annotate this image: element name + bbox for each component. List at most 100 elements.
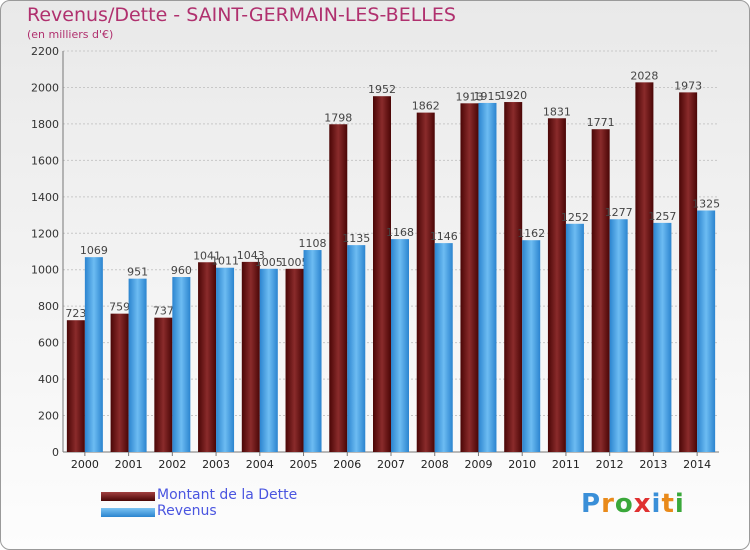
logo-letter: P	[581, 489, 602, 519]
bar-dette	[110, 313, 129, 452]
bar-revenus	[259, 268, 278, 452]
x-tick-label: 2002	[158, 458, 186, 471]
data-label-revenus: 1252	[561, 211, 589, 224]
bar-dette	[66, 320, 85, 452]
bar-revenus	[84, 257, 103, 452]
legend-swatch-revenus	[101, 508, 155, 517]
bar-revenus	[565, 223, 584, 452]
x-tick-label: 2005	[290, 458, 318, 471]
data-label-revenus: 1162	[517, 227, 545, 240]
legend-label-revenus: Revenus	[157, 503, 217, 519]
bar-revenus	[522, 240, 541, 452]
data-label-revenus: 951	[127, 266, 148, 279]
data-label-dette: 1831	[543, 105, 571, 118]
chart-title: Revenus/Dette - SAINT-GERMAIN-LES-BELLES	[27, 4, 456, 26]
bar-dette	[679, 92, 698, 452]
logo-letter: i	[651, 489, 662, 519]
bar-dette	[373, 96, 391, 452]
y-tick-label: 2000	[31, 81, 59, 94]
x-tick-label: 2004	[246, 458, 274, 471]
y-tick-label: 600	[38, 337, 59, 350]
y-tick-label: 1800	[31, 118, 59, 131]
x-tick-label: 2006	[333, 458, 361, 471]
x-tick-label: 2014	[683, 458, 711, 471]
bar-dette	[591, 129, 610, 452]
data-label-dette: 1973	[674, 79, 702, 92]
data-label-dette: 1862	[412, 100, 440, 113]
bar-dette	[504, 102, 523, 452]
proxiti-logo: Proxiti	[581, 489, 685, 519]
data-label-dette: 1771	[587, 116, 615, 129]
bar-revenus	[434, 243, 453, 452]
bar-revenus	[347, 245, 366, 452]
data-label-dette: 1005	[281, 256, 309, 269]
data-label-revenus: 960	[171, 264, 192, 277]
y-tick-label: 2200	[31, 45, 59, 58]
x-tick-label: 2013	[639, 458, 667, 471]
bar-revenus	[609, 219, 628, 452]
bar-revenus	[128, 278, 147, 452]
data-label-revenus: 1069	[80, 244, 108, 257]
data-label-revenus: 1011	[211, 255, 239, 268]
data-label-dette: 1920	[499, 89, 527, 102]
legend-swatch-dette	[101, 492, 155, 501]
data-label-revenus: 1325	[692, 197, 720, 210]
data-label-dette: 737	[153, 305, 174, 318]
logo-letter: t	[661, 489, 675, 519]
y-tick-label: 0	[52, 446, 59, 459]
x-tick-label: 2011	[552, 458, 580, 471]
y-tick-label: 400	[38, 373, 59, 386]
legend-label-dette: Montant de la Dette	[157, 487, 298, 503]
bar-dette	[635, 82, 654, 453]
bar-revenus	[697, 210, 716, 452]
x-tick-label: 2010	[508, 458, 536, 471]
data-label-dette: 759	[109, 301, 130, 314]
y-tick-label: 1000	[31, 264, 59, 277]
logo-letter: i	[674, 489, 685, 519]
bar-revenus	[216, 267, 235, 452]
data-label-dette: 1913	[455, 90, 483, 103]
bar-dette	[154, 317, 173, 452]
data-label-revenus: 1005	[255, 256, 283, 269]
data-label-revenus: 1257	[648, 210, 676, 223]
bar-dette	[460, 103, 479, 453]
data-label-revenus: 1146	[430, 230, 458, 243]
bar-dette	[329, 124, 348, 453]
bar-revenus	[391, 239, 409, 452]
logo-letter: r	[601, 489, 615, 519]
x-tick-label: 2008	[421, 458, 449, 471]
y-tick-label: 200	[38, 410, 59, 423]
data-label-revenus: 1277	[605, 206, 633, 219]
data-label-dette: 1798	[324, 111, 352, 124]
x-tick-label: 2001	[115, 458, 143, 471]
bar-revenus	[303, 250, 322, 452]
bar-dette	[285, 268, 304, 452]
data-label-revenus: 1915	[473, 90, 501, 103]
data-label-dette: 1041	[193, 249, 221, 262]
x-tick-label: 2012	[596, 458, 624, 471]
x-tick-label: 2003	[202, 458, 230, 471]
bar-revenus	[172, 277, 191, 452]
data-label-dette: 1952	[368, 83, 396, 96]
bar-dette	[416, 112, 435, 452]
x-tick-label: 2000	[71, 458, 99, 471]
data-label-dette: 1043	[237, 249, 265, 262]
logo-letter: x	[633, 489, 652, 519]
bar-dette	[547, 118, 566, 452]
data-label-dette: 723	[65, 307, 86, 320]
bar-revenus	[478, 102, 497, 452]
y-tick-label: 1400	[31, 191, 59, 204]
chart-subtitle: (en milliers d'€)	[27, 28, 114, 41]
logo-letter: o	[614, 489, 634, 519]
data-label-revenus: 1135	[342, 232, 370, 245]
x-tick-label: 2007	[377, 458, 405, 471]
bar-dette	[241, 261, 260, 452]
x-tick-label: 2009	[464, 458, 492, 471]
data-label-revenus: 1168	[386, 226, 414, 239]
data-label-dette: 2028	[630, 69, 658, 82]
y-tick-label: 1200	[31, 227, 59, 240]
bar-revenus	[653, 222, 672, 452]
y-tick-label: 1600	[31, 154, 59, 167]
